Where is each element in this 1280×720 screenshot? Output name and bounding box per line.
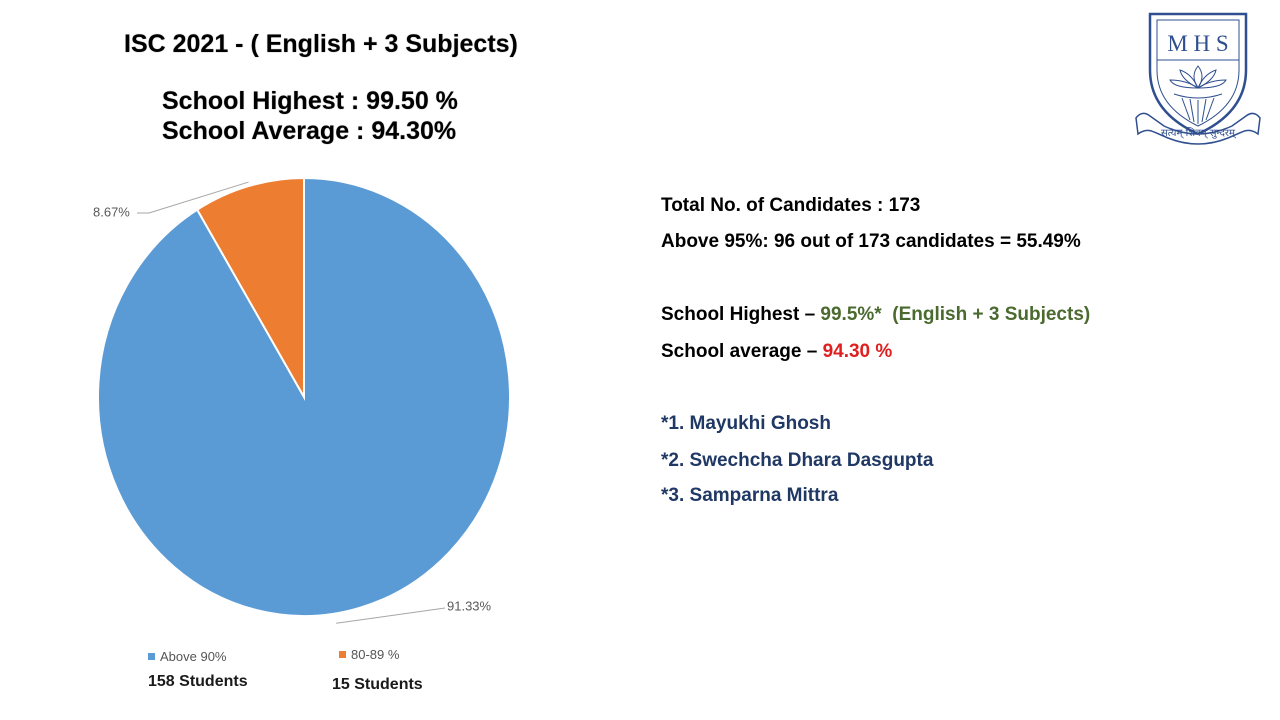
legend-item-80-89: 80-89 %: [339, 647, 399, 662]
logo-motto: सत्यम् शिवम् सुन्दरम्: [1161, 127, 1237, 139]
above-90-student-count: 158 Students: [148, 673, 248, 690]
pie-data-label-2: 8.67%: [93, 204, 130, 219]
chart-title: ISC 2021 - ( English + 3 Subjects): [124, 30, 518, 58]
80-89-student-count: 15 Students: [332, 676, 423, 693]
legend-swatch-blue: [148, 653, 155, 660]
legend-swatch-orange: [339, 651, 346, 658]
logo-initials: M H S: [1167, 31, 1228, 56]
legend-label: 80-89 %: [351, 647, 400, 662]
topper-1: *1. Mayukhi Ghosh: [661, 413, 831, 434]
school-average-heading: School Average : 94.30%: [162, 117, 457, 145]
school-average-line: School average – 94.30 %: [661, 341, 892, 363]
above-95-stat: Above 95%: 96 out of 173 candidates = 55…: [661, 231, 1081, 252]
pie-leader-lines: [137, 181, 446, 624]
pie-slice-2: [195, 176, 305, 401]
highest-dash: –: [799, 304, 821, 325]
average-dash: –: [801, 341, 823, 362]
legend-item-above-90: Above 90%: [148, 649, 227, 664]
leader-line-2: [137, 181, 249, 214]
school-highest-heading: School Highest : 99.50 %: [162, 87, 458, 115]
highest-note: (English + 3 Subjects): [881, 304, 1091, 325]
pie-data-label-1: 91.33%: [447, 598, 492, 613]
school-highest-line: School Highest – 99.5%* (English + 3 Sub…: [661, 304, 1090, 326]
leader-line-1: [336, 607, 446, 624]
average-value: 94.30 %: [822, 341, 893, 362]
pie-chart: 91.33% 8.67%: [93, 176, 511, 624]
pie-slices: [97, 176, 511, 617]
topper-2: *2. Swechcha Dhara Dasgupta: [661, 450, 934, 471]
topper-3: *3. Samparna Mittra: [661, 485, 839, 506]
pie-data-labels: 91.33% 8.67%: [93, 204, 492, 613]
highest-value: 99.5%*: [820, 304, 882, 325]
total-candidates: Total No. of Candidates : 173: [661, 195, 921, 216]
school-crest-logo: M H S सत्यम् शिवम् सुन्दरम्: [1135, 12, 1261, 145]
legend-label: Above 90%: [160, 649, 227, 664]
average-label: School average: [661, 341, 802, 362]
highest-label: School Highest: [661, 304, 800, 325]
